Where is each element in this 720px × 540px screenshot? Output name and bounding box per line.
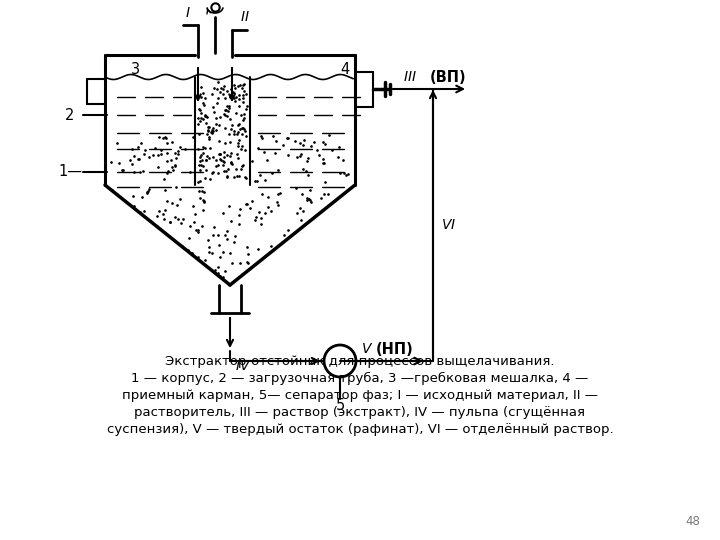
Text: 48: 48 [685,515,700,528]
Text: $II$: $II$ [240,10,250,24]
Text: $III$: $III$ [403,70,417,84]
Text: 4: 4 [341,63,350,78]
Text: суспензия), V — твердый остаток (рафинат), VI — отделённый раствор.: суспензия), V — твердый остаток (рафинат… [107,423,613,436]
Text: $V$: $V$ [361,342,373,356]
Text: 3: 3 [130,63,140,78]
Text: $I$: $I$ [185,6,191,20]
Text: приемный карман, 5— сепаратор фаз; I — исходный материал, II —: приемный карман, 5— сепаратор фаз; I — и… [122,389,598,402]
Text: 1—: 1— [58,165,82,179]
Text: (НП): (НП) [376,341,414,356]
Text: 2: 2 [66,107,75,123]
Text: $VI$: $VI$ [441,218,456,232]
Text: Экстрактор-отстойник для процессов выщелачивания.: Экстрактор-отстойник для процессов выщел… [166,355,554,368]
Text: $IV$: $IV$ [235,359,251,373]
Text: 5: 5 [336,397,345,413]
Text: 1 — корпус, 2 — загрузочная труба, 3 —гребковая мешалка, 4 —: 1 — корпус, 2 — загрузочная труба, 3 —гр… [131,372,589,385]
Text: растворитель, III — раствор (экстракт), IV — пульпа (сгущённая: растворитель, III — раствор (экстракт), … [135,406,585,419]
Text: (ВП): (ВП) [430,70,467,84]
